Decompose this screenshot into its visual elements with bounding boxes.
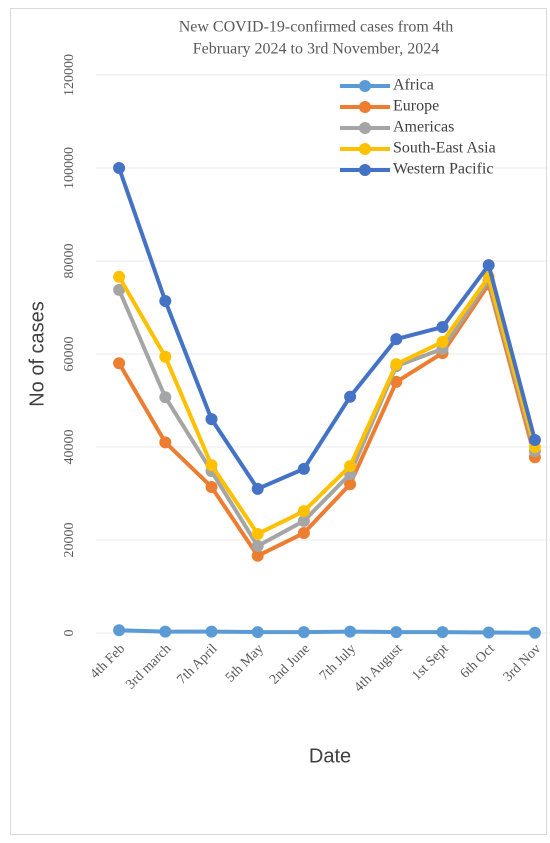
- data-point: [205, 625, 218, 638]
- data-point: [159, 294, 172, 307]
- data-point: [344, 625, 357, 638]
- data-point: [390, 333, 403, 346]
- data-point: [528, 434, 541, 447]
- data-point: [205, 459, 218, 472]
- data-point: [297, 527, 310, 540]
- data-point: [297, 462, 310, 475]
- data-point: [205, 413, 218, 426]
- data-point: [113, 270, 126, 283]
- data-point: [251, 527, 264, 540]
- y-tick-label: 20000: [62, 523, 77, 558]
- chart-border: [10, 8, 547, 835]
- data-point: [390, 358, 403, 371]
- legend-label: South-East Asia: [393, 140, 496, 157]
- data-point: [159, 625, 172, 638]
- data-point: [113, 162, 126, 174]
- chart-title: February 2024 to 3rd November, 2024: [193, 41, 439, 58]
- data-point: [482, 259, 495, 272]
- data-point: [344, 390, 357, 403]
- y-tick-label: 80000: [62, 244, 77, 279]
- data-point: [159, 436, 172, 449]
- legend-marker: [359, 101, 371, 113]
- data-point: [344, 460, 357, 473]
- legend-marker: [359, 143, 371, 155]
- y-tick-label: 0: [62, 630, 77, 637]
- data-point: [159, 391, 172, 404]
- series-line: [117, 282, 537, 558]
- data-point: [528, 626, 541, 639]
- y-tick-label: 60000: [62, 337, 77, 372]
- series-line: [119, 628, 535, 635]
- data-point: [482, 626, 495, 639]
- data-point: [436, 626, 449, 639]
- data-point: [297, 505, 310, 518]
- data-point: [297, 514, 310, 527]
- legend-marker: [359, 164, 371, 176]
- data-point: [205, 480, 218, 493]
- x-axis-title: Date: [309, 745, 351, 767]
- legend-label: Western Pacific: [393, 161, 493, 178]
- y-tick-label: 40000: [62, 430, 77, 465]
- legend-label: Africa: [393, 77, 434, 94]
- series-line: [117, 167, 537, 491]
- data-point: [251, 540, 264, 553]
- y-tick-label: 120000: [62, 54, 77, 96]
- data-point: [251, 626, 264, 639]
- data-point: [436, 321, 449, 334]
- data-point: [390, 375, 403, 388]
- series-line: [117, 278, 537, 549]
- data-point: [251, 482, 264, 495]
- y-tick-label: 100000: [62, 147, 77, 189]
- legend-marker: [359, 80, 371, 92]
- chart-title: New COVID-19-confirmed cases from 4th: [179, 19, 454, 36]
- data-point: [251, 549, 264, 562]
- data-point: [344, 478, 357, 491]
- data-point: [297, 626, 310, 639]
- data-point: [113, 357, 126, 370]
- legend-label: Europe: [393, 98, 439, 115]
- y-axis-title: No of cases: [26, 301, 48, 407]
- legend-label: Americas: [393, 119, 454, 136]
- series-line: [117, 274, 537, 536]
- data-point: [159, 350, 172, 363]
- data-point: [436, 335, 449, 348]
- legend-marker: [359, 122, 371, 134]
- data-point: [113, 283, 126, 296]
- data-point: [390, 626, 403, 639]
- data-point: [113, 624, 126, 637]
